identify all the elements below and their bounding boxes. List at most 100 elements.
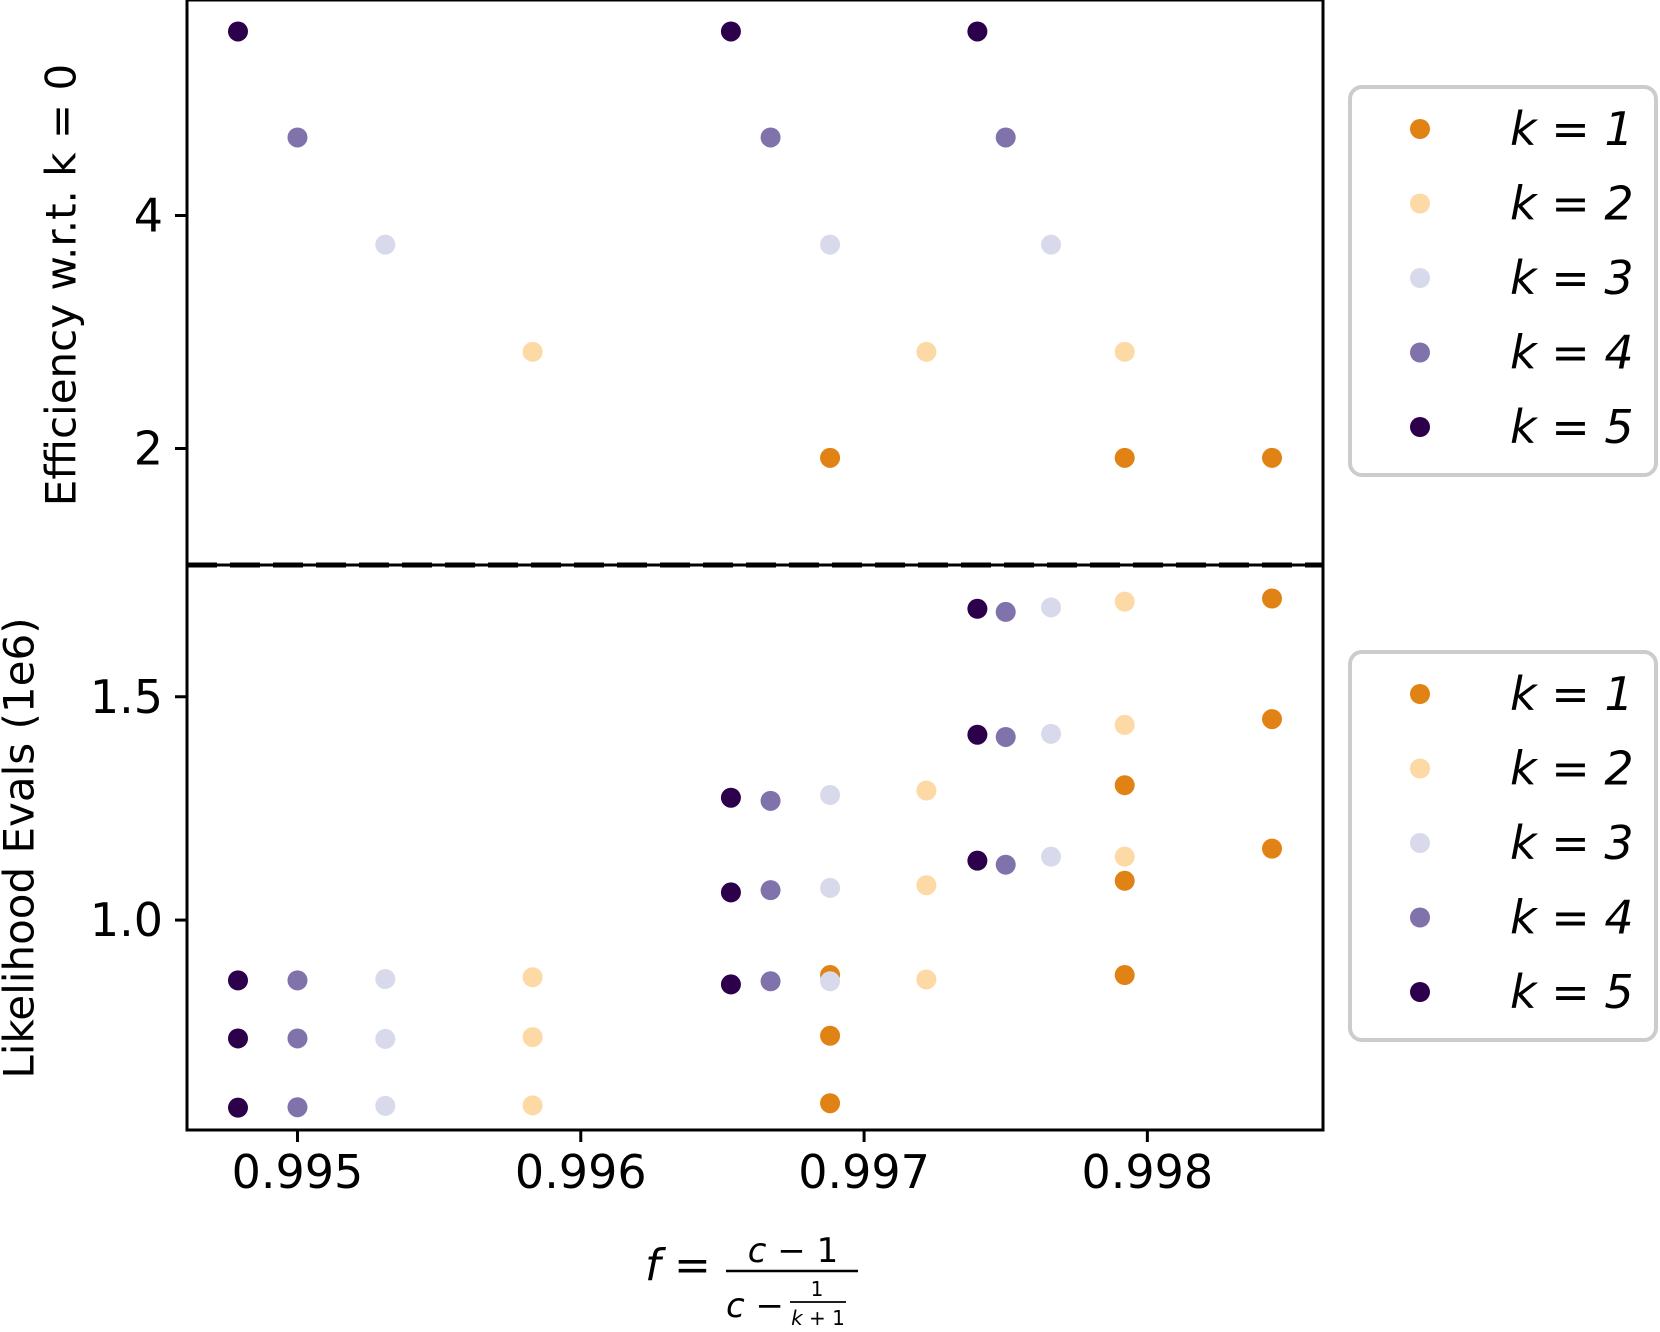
x-label-equals: = [674,1240,711,1291]
likelihood-point-k5 [227,1028,248,1049]
likelihood-point-k1 [1114,775,1135,796]
likelihood-point-k3 [375,1028,396,1049]
efficiency-points [227,21,1283,468]
efficiency-point-k3 [375,234,396,255]
likelihood-y-axis-label: Likelihood Evals (1e6) [0,617,44,1078]
likelihood-point-k2 [522,1027,543,1048]
efficiency-legend-label-k1: k = 1 [1510,102,1634,156]
likelihood-point-k5 [720,974,741,995]
efficiency-point-k1 [1262,447,1283,468]
efficiency-panel: 24 Efficiency w.r.t. k = 0 [37,0,1325,568]
likelihood-point-k5 [720,787,741,808]
efficiency-legend-label-k3: k = 3 [1510,251,1634,305]
efficiency-point-k4 [287,127,308,148]
efficiency-y-axis-label: Efficiency w.r.t. k = 0 [37,64,86,506]
likelihood-point-k4 [995,854,1016,875]
likelihood-plot-frame [185,563,1325,1132]
likelihood-point-k5 [227,970,248,991]
likelihood-point-k5 [967,724,988,745]
likelihood-panel: 1.0 1.5 0.995 0.996 0.997 0.998 Likelihood E… [0,563,1325,1199]
likelihood-point-k3 [820,877,841,898]
x-label-numerator: c − 1 [748,1231,838,1271]
likelihood-point-k1 [1114,965,1135,986]
likelihood-point-k3 [820,785,841,806]
x-tick-label: 0.996 [515,1145,647,1199]
likelihood-legend-marker-k1 [1410,684,1430,704]
likelihood-point-k2 [522,967,543,988]
likelihood-legend: k = 1 k = 2 k = 3 k = 4 k = 5 [1348,650,1658,1042]
x-label-inner-denominator: k + 1 [791,1306,845,1330]
efficiency-point-k4 [760,127,781,148]
efficiency-point-k5 [967,21,988,42]
likelihood-legend-label-k2: k = 2 [1510,742,1634,796]
likelihood-point-k2 [1114,714,1135,735]
efficiency-point-k2 [1114,341,1135,362]
likelihood-point-k1 [1262,709,1283,730]
efficiency-legend-frame [1348,85,1658,477]
likelihood-point-k4 [760,971,781,992]
x-label-inner-numerator: 1 [811,1277,824,1301]
efficiency-legend-label-k4: k = 4 [1510,326,1634,380]
likelihood-point-k1 [1262,838,1283,859]
x-label-f: f [645,1240,667,1291]
likelihood-point-k2 [522,1095,543,1116]
likelihood-point-k2 [916,969,937,990]
efficiency-plot-frame [185,0,1325,567]
efficiency-legend-marker-k4 [1410,342,1430,363]
efficiency-point-k3 [820,234,841,255]
efficiency-legend-marker-k1 [1410,119,1430,139]
likelihood-legend-marker-k3 [1410,833,1430,853]
efficiency-point-k5 [720,21,741,42]
likelihood-point-k4 [760,790,781,811]
likelihood-legend-label-k5: k = 5 [1510,965,1634,1019]
likelihood-y-ticks: 1.0 1.5 [90,670,187,947]
likelihood-point-k4 [287,970,308,991]
x-tick-label: 0.997 [798,1145,930,1199]
efficiency-legend: k = 1 k = 2 k = 3 k = 4 k = 5 [1348,85,1658,477]
likelihood-point-k2 [916,780,937,801]
efficiency-point-k4 [995,127,1016,148]
efficiency-point-k2 [916,341,937,362]
likelihood-point-k3 [1041,846,1062,867]
likelihood-point-k5 [720,882,741,903]
likelihood-point-k2 [916,875,937,896]
likelihood-point-k4 [287,1028,308,1049]
likelihood-point-k3 [1041,597,1062,618]
likelihood-point-k3 [820,971,841,992]
likelihood-point-k2 [1114,591,1135,612]
likelihood-point-k4 [760,880,781,901]
efficiency-point-k1 [1114,447,1135,468]
x-axis-ticks: 0.995 0.996 0.997 0.998 [232,1130,1214,1199]
likelihood-legend-marker-k2 [1410,758,1430,779]
likelihood-point-k4 [995,726,1016,747]
likelihood-y-tick-label: 1.0 [90,893,163,947]
efficiency-point-k2 [522,341,543,362]
efficiency-point-k3 [1041,234,1062,255]
efficiency-y-tick-label: 4 [134,189,163,243]
efficiency-legend-label-k5: k = 5 [1510,400,1634,454]
likelihood-legend-label-k4: k = 4 [1510,891,1634,945]
likelihood-point-k5 [967,598,988,619]
x-label-denominator-c: c − [726,1286,784,1326]
efficiency-legend-marker-k2 [1410,193,1430,214]
efficiency-legend-marker-k3 [1410,268,1430,288]
x-tick-label: 0.998 [1082,1145,1214,1199]
efficiency-point-k5 [227,21,248,42]
efficiency-point-k1 [820,447,841,468]
likelihood-point-k1 [820,1093,841,1114]
likelihood-point-k3 [1041,723,1062,744]
efficiency-legend-label-k2: k = 2 [1510,177,1634,231]
efficiency-y-ticks: 24 [134,189,187,476]
likelihood-point-k2 [1114,846,1135,867]
likelihood-legend-frame [1348,650,1658,1042]
likelihood-legend-marker-k5 [1410,982,1430,1002]
likelihood-point-k3 [375,969,396,990]
x-axis-label: f = c − 1 c − 1 k + 1 [645,1231,858,1330]
likelihood-point-k3 [375,1095,396,1116]
likelihood-legend-label-k1: k = 1 [1510,667,1634,721]
likelihood-point-k5 [967,850,988,871]
efficiency-y-tick-label: 2 [134,422,163,476]
likelihood-point-k1 [1114,870,1135,891]
likelihood-point-k4 [995,601,1016,622]
